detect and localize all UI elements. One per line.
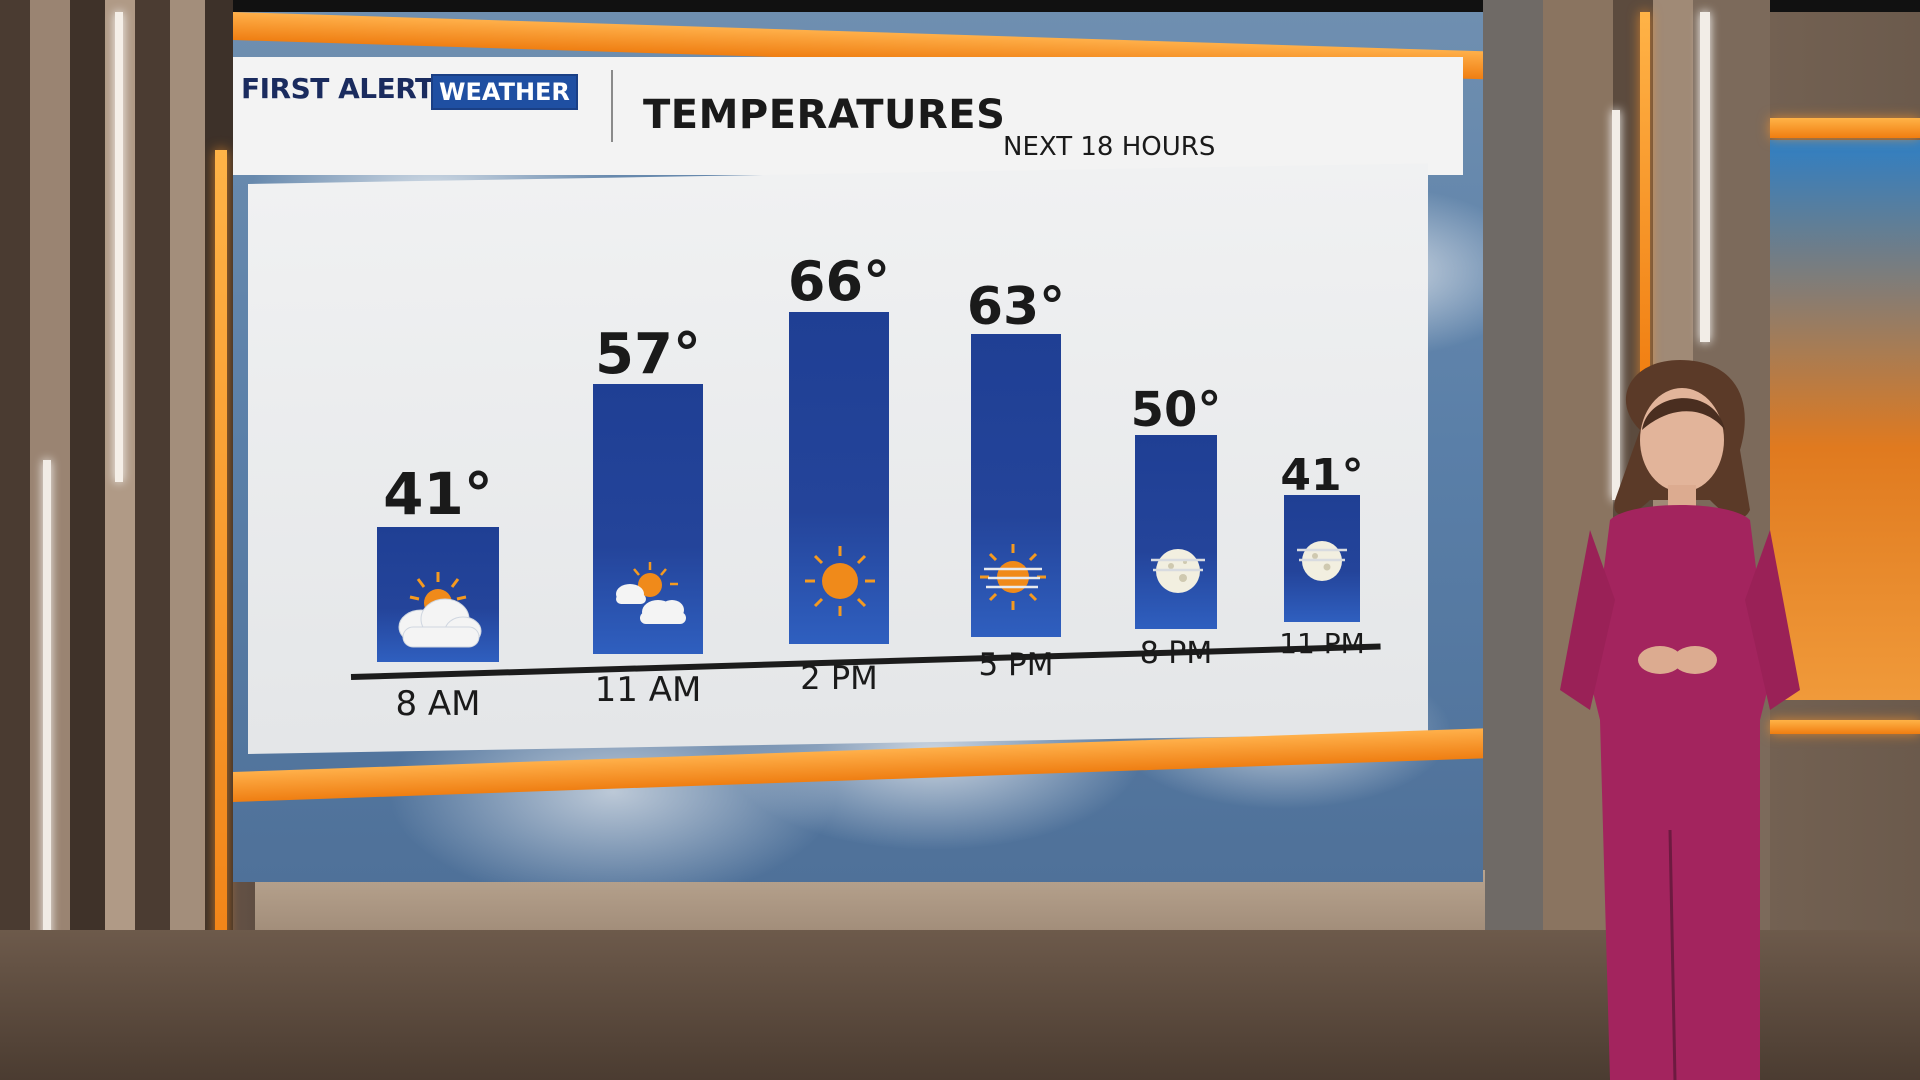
wall-stripe: [70, 0, 105, 1080]
orange-light-strip: [1770, 118, 1920, 138]
side-window-screen: [1770, 140, 1920, 700]
time-label: 2 PM: [800, 659, 878, 697]
light-strip: [115, 12, 123, 482]
wall-panel: [1543, 0, 1613, 1080]
hazy-moon-icon: [1151, 549, 1205, 593]
temp-label: 41°: [1280, 450, 1364, 501]
page-title: TEMPERATURES: [643, 92, 1006, 138]
header-divider: [611, 70, 613, 142]
hazy-sun-icon: [980, 544, 1046, 610]
time-label: 11 AM: [594, 670, 702, 710]
wall-stripe: [170, 0, 205, 1080]
temp-label: 41°: [383, 460, 493, 528]
presenter: [1560, 360, 1800, 1080]
orange-light-strip: [1770, 720, 1920, 734]
orange-light-strip: [215, 150, 227, 1080]
temp-label: 66°: [787, 250, 891, 313]
top-letterbox: [0, 0, 1920, 12]
orange-light-strip: [1640, 12, 1650, 392]
bar-8pm: [1135, 435, 1217, 629]
light-strip: [43, 460, 51, 1080]
wall-stripe: [135, 0, 170, 1080]
wall-panel: [1483, 0, 1543, 1080]
weather-display: FIRST ALERT WEATHER TEMPERATURES NEXT 18…: [233, 12, 1483, 882]
studio-floor: [0, 930, 1920, 1080]
time-label: 11 PM: [1279, 627, 1365, 660]
temp-label: 57°: [595, 322, 701, 387]
partly-cloudy-icon: [616, 562, 686, 624]
hazy-moon-icon: [1297, 541, 1347, 581]
temp-label: 50°: [1130, 382, 1222, 438]
logo-first-alert: FIRST ALERT: [241, 72, 434, 105]
time-label: 5 PM: [978, 647, 1054, 683]
partly-sunny-icon: [398, 572, 482, 648]
sunny-icon: [805, 546, 875, 616]
page-subtitle: NEXT 18 HOURS: [1003, 132, 1216, 162]
light-strip: [1700, 12, 1710, 342]
light-strip: [1612, 110, 1620, 500]
wall-stripe: [0, 0, 30, 1080]
time-label: 8 PM: [1139, 636, 1213, 671]
time-label: 8 AM: [395, 684, 481, 724]
logo-weather-badge: WEATHER: [431, 74, 578, 110]
temp-label: 63°: [966, 277, 1066, 337]
